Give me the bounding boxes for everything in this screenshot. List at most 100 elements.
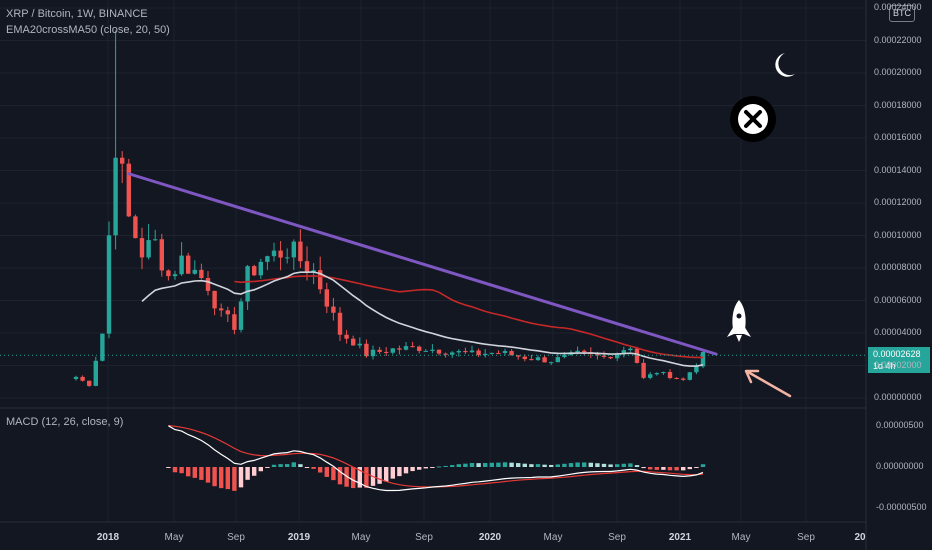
macd-bar bbox=[661, 467, 666, 470]
current-price-value: 0.00002628 bbox=[873, 349, 921, 360]
macd-bar bbox=[436, 466, 442, 468]
macd-bar bbox=[199, 467, 204, 480]
candle-body bbox=[126, 163, 131, 217]
candle-body bbox=[641, 362, 646, 378]
candle-body bbox=[100, 333, 105, 361]
macd-bar bbox=[588, 462, 593, 467]
macd-bar bbox=[582, 462, 587, 467]
candle-body bbox=[681, 378, 686, 380]
candle-body bbox=[106, 235, 112, 334]
candle-body bbox=[456, 351, 461, 353]
macd-bar bbox=[219, 467, 224, 489]
currency-badge[interactable]: BTC bbox=[889, 5, 915, 22]
macd-bar bbox=[456, 464, 461, 467]
macd-main-line bbox=[168, 425, 704, 492]
time-tick-label: Sep bbox=[227, 532, 245, 543]
macd-bar bbox=[489, 462, 494, 467]
macd-bar bbox=[575, 462, 580, 467]
candle-body bbox=[285, 257, 290, 259]
macd-bar bbox=[271, 464, 277, 467]
candle-body bbox=[166, 270, 171, 277]
candle-body bbox=[423, 350, 428, 352]
candle-body bbox=[93, 360, 98, 386]
macd-bar bbox=[324, 467, 329, 477]
price-tick-label: 0.00008000 bbox=[874, 262, 922, 272]
macd-bar bbox=[377, 467, 382, 484]
candle-body bbox=[516, 355, 521, 357]
macd-bar bbox=[509, 462, 514, 467]
candle-body bbox=[575, 350, 580, 353]
macd-bar bbox=[285, 464, 290, 467]
time-tick-label: Sep bbox=[797, 532, 815, 543]
macd-bar bbox=[535, 464, 541, 467]
indicator-legend[interactable]: EMA20crossMA50 (close, 20, 50) bbox=[6, 24, 170, 36]
candle-body bbox=[384, 351, 389, 353]
macd-bar bbox=[351, 467, 356, 489]
macd-bar bbox=[357, 467, 362, 488]
trendline[interactable] bbox=[127, 172, 718, 356]
macd-bar bbox=[179, 467, 184, 474]
candle-body bbox=[417, 346, 422, 351]
macd-bar bbox=[364, 467, 369, 488]
macd-bar bbox=[641, 467, 646, 469]
candle-body bbox=[324, 289, 329, 307]
macd-bar bbox=[654, 467, 659, 470]
macd-bar bbox=[529, 464, 534, 467]
macd-bar bbox=[423, 467, 428, 469]
moving-averages bbox=[141, 271, 704, 367]
macd-tick-label: 0.00000500 bbox=[876, 419, 924, 430]
macd-bar bbox=[555, 464, 560, 467]
candle-body bbox=[430, 349, 435, 351]
time-tick-label: 2020 bbox=[478, 532, 502, 543]
candle-body bbox=[634, 348, 640, 363]
candle-body bbox=[443, 353, 448, 355]
macd-bar bbox=[648, 467, 653, 470]
macd-bar bbox=[172, 467, 178, 473]
candle-body bbox=[555, 357, 560, 363]
candle-body bbox=[73, 376, 79, 380]
price-tick-label: 0.00012000 bbox=[874, 197, 922, 207]
symbol-title[interactable]: XRP / Bitcoin, 1W, BINANCE bbox=[6, 8, 148, 20]
macd-bar bbox=[483, 463, 488, 467]
macd-bar bbox=[694, 467, 699, 468]
macd-bar bbox=[390, 467, 395, 479]
macd-bar bbox=[430, 467, 435, 468]
macd-bar bbox=[265, 467, 270, 468]
macd-legend[interactable]: MACD (12, 26, close, 9) bbox=[6, 416, 124, 428]
candle-body bbox=[377, 349, 382, 352]
macd-bar bbox=[410, 467, 415, 472]
macd-bar bbox=[337, 467, 343, 485]
macd-bar bbox=[450, 465, 455, 467]
macd-bar bbox=[615, 464, 620, 467]
current-price-tag: 0.00002628 1d 4h bbox=[868, 347, 930, 374]
macd-bar bbox=[469, 463, 475, 467]
close-x-icon bbox=[730, 96, 776, 142]
macd-bar bbox=[628, 463, 633, 467]
candle-body bbox=[153, 239, 158, 241]
candle-body bbox=[258, 261, 263, 276]
price-tick-label: 0.00002000 bbox=[874, 359, 922, 370]
macd-bar bbox=[502, 462, 508, 467]
macd-bar bbox=[700, 464, 706, 467]
candle-body bbox=[549, 362, 554, 364]
price-tick-label: 0.00000000 bbox=[874, 392, 922, 402]
candle-body bbox=[410, 346, 415, 348]
candle-body bbox=[199, 269, 204, 279]
candle-body bbox=[318, 270, 323, 290]
macd-tick-label: -0.00000500 bbox=[876, 502, 927, 513]
macd-bar bbox=[252, 467, 257, 476]
macd-bar bbox=[549, 464, 554, 467]
arrow-icon bbox=[744, 369, 792, 398]
candle-body bbox=[133, 216, 138, 239]
candle-body bbox=[120, 157, 125, 164]
moon-icon bbox=[775, 53, 795, 77]
time-tick-label: May bbox=[164, 532, 184, 543]
candle-body bbox=[278, 250, 283, 258]
time-tick-label: 20 bbox=[854, 532, 866, 543]
candle-body bbox=[205, 278, 211, 291]
candle-body bbox=[496, 352, 501, 354]
macd-bar bbox=[397, 467, 402, 477]
macd-bar bbox=[568, 463, 574, 467]
macd-bar bbox=[516, 463, 521, 467]
